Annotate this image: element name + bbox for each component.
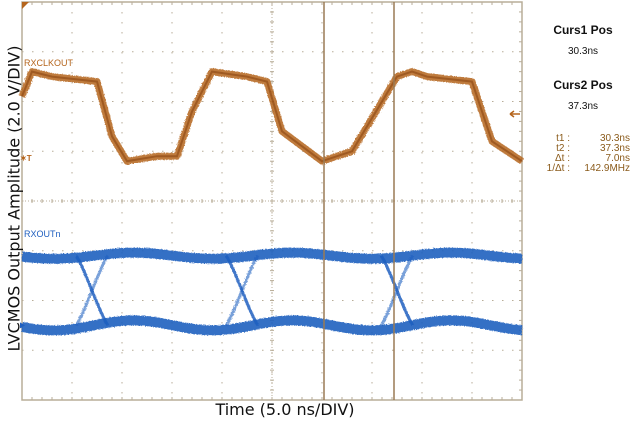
curs2-value: 37.3ns: [567, 101, 599, 112]
curs1-value: 30.3ns: [567, 46, 599, 57]
measurement-row: 1/Δt :142.9MHz: [546, 163, 630, 174]
curs1-title: Curs1 Pos: [553, 23, 613, 37]
grid: [21, 1, 523, 401]
markers: RXCLKOUT RXOUTn ✶T: [20, 2, 520, 329]
curs2-title: Curs2 Pos: [553, 78, 613, 92]
channel2-label: RXOUTn: [24, 229, 61, 239]
measurement-table: t1 :30.3ns t2 :37.3ns Δt :7.0ns 1/Δt :14…: [528, 134, 638, 174]
cursors: [323, 2, 395, 400]
trigger-position-icon: [22, 2, 29, 9]
channel1-label: RXCLKOUT: [24, 58, 74, 68]
measurement-row: t2 :37.3ns: [556, 143, 630, 154]
measurement-row: Δt :7.0ns: [554, 153, 630, 164]
traces: [18, 68, 524, 336]
y-axis-label: LVCMOS Output Amplitude (2.0 V/DIV): [4, 45, 24, 352]
x-axis-label: Time (5.0 ns/DIV): [215, 400, 355, 419]
trigger-level-arrow-icon: [509, 110, 520, 118]
rxoutn-trace: [21, 247, 523, 336]
measurement-row: t1 :30.3ns: [556, 133, 630, 144]
oscilloscope-display: RXCLKOUT RXOUTn ✶T: [18, 1, 524, 401]
ch2-ground-marker-icon: [20, 322, 25, 329]
trigger-level-icon: ✶T: [20, 154, 32, 163]
